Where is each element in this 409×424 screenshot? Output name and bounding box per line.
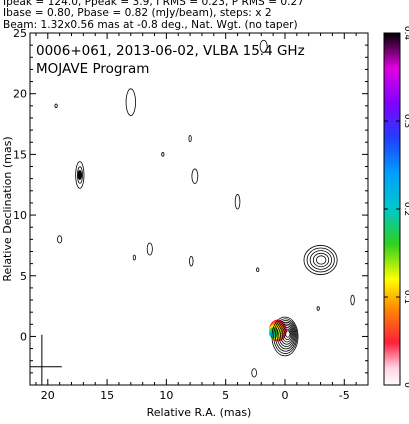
y-tick-label: 0 — [20, 330, 27, 343]
core-contour — [273, 318, 298, 354]
component-contour — [57, 235, 63, 244]
x-ticks: 20 15 10 5 0 -5 — [35, 33, 369, 402]
y-tick-label: 20 — [13, 88, 27, 101]
component-contour — [350, 294, 355, 306]
x-tick-label: 0 — [281, 389, 288, 402]
x-tick-label: 20 — [41, 389, 55, 402]
colorbar-tick-label: 0.3 — [402, 114, 409, 128]
component-contour — [251, 368, 257, 378]
component-contour — [312, 252, 330, 268]
plot-title: 0006+061, 2013-06-02, VLBA 15.4 GHz — [36, 43, 305, 59]
component-contour — [132, 254, 136, 261]
y-tick-label: 5 — [20, 270, 27, 283]
y-tick-label: 10 — [13, 209, 27, 222]
contour-map — [30, 39, 355, 385]
x-tick-label: -5 — [339, 389, 350, 402]
x-tick-label: 15 — [100, 389, 114, 402]
colorbar-tick-label: 0.2 — [402, 202, 409, 216]
y-tick-label: 25 — [13, 27, 27, 40]
colorbar-tick-label: 0 — [402, 382, 409, 388]
x-tick-label: 10 — [159, 389, 173, 402]
component-contour — [303, 245, 338, 275]
core-contour — [278, 323, 295, 347]
component-contour — [256, 267, 260, 272]
colorbar-tick-label: 0.4 — [402, 26, 409, 41]
component-contour — [161, 152, 165, 157]
colorbar-ticks: 0 0.1 0.2 0.3 0.4 — [384, 26, 409, 388]
component-contour — [189, 255, 194, 267]
component-contour — [306, 247, 335, 273]
plot-frame — [29, 32, 369, 386]
core-contour — [281, 326, 293, 343]
component-contour — [75, 161, 85, 189]
core-contour — [274, 320, 297, 352]
component-contour — [309, 250, 332, 270]
component-contour — [146, 242, 153, 256]
core-contour — [280, 325, 294, 345]
component-contour — [316, 306, 320, 311]
core-contour — [285, 330, 291, 338]
x-tick-label: 5 — [222, 389, 229, 402]
component-contour — [77, 166, 83, 184]
y-axis-title: Relative Declination (mas) — [1, 136, 14, 281]
component-contour — [125, 88, 136, 116]
component-contour — [54, 103, 58, 109]
core-contour — [276, 321, 296, 350]
component-contour — [234, 194, 241, 210]
component-contour — [316, 255, 327, 265]
header: Ipeak = 124.0, Ppeak = 3.9, I RMS = 0.23… — [3, 0, 383, 31]
colorbar-tick-label: 0.1 — [402, 290, 409, 304]
plot-subtitle: MOJAVE Program — [36, 61, 149, 77]
header-line-3: Beam: 1.32x0.56 mas at -0.8 deg., Nat. W… — [3, 18, 298, 31]
y-tick-label: 15 — [13, 148, 27, 161]
y-ticks: 0 5 10 15 20 25 — [13, 27, 368, 374]
core-contour — [271, 316, 299, 357]
component-contour — [188, 135, 192, 143]
x-axis-title: Relative R.A. (mas) — [147, 406, 252, 419]
header-line-2: Ibase = 0.80, Pbase = 0.82 (mJy/beam), s… — [3, 7, 272, 20]
header-line-1: Ipeak = 124.0, Ppeak = 3.9, I RMS = 0.23… — [3, 0, 304, 8]
component-contour — [259, 39, 268, 53]
core-contour — [283, 328, 292, 341]
bright-knot — [77, 170, 83, 181]
component-contour — [191, 168, 199, 184]
